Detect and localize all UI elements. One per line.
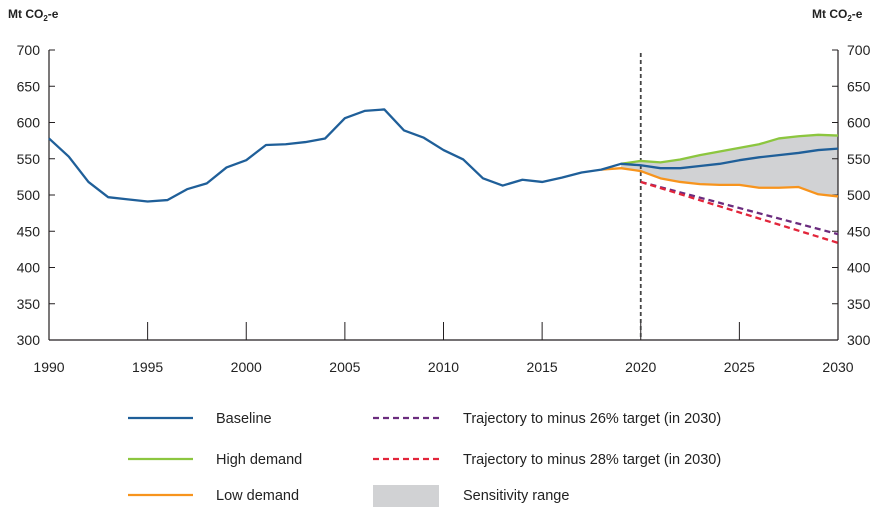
- x-tick-label-2010: 2010: [428, 359, 459, 375]
- x-tick-label-2030: 2030: [822, 359, 853, 375]
- legend-item-low-demand: Low demand: [128, 488, 299, 504]
- legend-item-sensitivity-range: Sensitivity range: [373, 485, 569, 507]
- y-unit-subscript-right: 2: [847, 14, 852, 23]
- y-tick-label-left-700: 700: [17, 42, 41, 58]
- x-tick-label-2020: 2020: [625, 359, 656, 375]
- y-tick-label-right-400: 400: [847, 260, 871, 276]
- y-tick-label-right-650: 650: [847, 78, 871, 94]
- series-line-baseline: [48, 108, 839, 203]
- legend-item-trajectory-to-minus-26-target-in-2030: Trajectory to minus 26% target (in 2030): [373, 411, 721, 427]
- legend-label-trajectory-to-minus-26-target-in-2030: Trajectory to minus 26% target (in 2030): [463, 411, 721, 427]
- y-tick-label-left-650: 650: [17, 78, 41, 94]
- legend-label-sensitivity-range: Sensitivity range: [463, 488, 569, 504]
- y-unit-suffix-left: -e: [48, 7, 59, 21]
- sensitivity-range-band: [621, 134, 838, 197]
- series-line-trajectory-to-minus-28-target-in-2030: [640, 180, 839, 244]
- x-tick-label-2025: 2025: [724, 359, 755, 375]
- y-tick-label-right-450: 450: [847, 223, 871, 239]
- series-layer: [48, 108, 839, 244]
- y-tick-label-right-550: 550: [847, 151, 871, 167]
- legend: Baseline High demand Low demand Trajectory …: [128, 411, 721, 507]
- y-tick-label-left-450: 450: [17, 223, 41, 239]
- svg-text:Mt CO2-e: Mt CO2-e: [812, 7, 863, 23]
- y-tick-label-right-700: 700: [847, 42, 871, 58]
- x-tick-label-2005: 2005: [329, 359, 360, 375]
- series-line-low-demand: [601, 167, 839, 198]
- y-unit-label-right: Mt CO2-e: [812, 7, 863, 23]
- series-line-trajectory-to-minus-26-target-in-2030: [640, 180, 839, 236]
- y-unit-suffix-right: -e: [852, 7, 863, 21]
- x-tick-label-1995: 1995: [132, 359, 163, 375]
- y-unit-subscript-left: 2: [43, 14, 48, 23]
- axes-layer: 300 300 350 350 400 400 450 450 500 500 550 550 600 6…: [17, 42, 871, 375]
- y-tick-label-left-500: 500: [17, 187, 41, 203]
- x-tick-label-2015: 2015: [527, 359, 558, 375]
- legend-swatch-sensitivity-range: [373, 485, 439, 507]
- y-tick-label-right-350: 350: [847, 296, 871, 312]
- y-tick-label-left-300: 300: [17, 332, 41, 348]
- sensitivity-band-layer: [621, 134, 838, 197]
- y-unit-text-left: Mt CO: [8, 7, 43, 21]
- y-tick-label-left-400: 400: [17, 260, 41, 276]
- legend-label-high-demand: High demand: [216, 452, 302, 468]
- legend-label-trajectory-to-minus-28-target-in-2030: Trajectory to minus 28% target (in 2030): [463, 452, 721, 468]
- y-unit-text-right: Mt CO: [812, 7, 847, 21]
- y-tick-label-right-300: 300: [847, 332, 871, 348]
- y-tick-label-right-500: 500: [847, 187, 871, 203]
- legend-label-baseline: Baseline: [216, 411, 272, 427]
- legend-item-trajectory-to-minus-28-target-in-2030: Trajectory to minus 28% target (in 2030): [373, 452, 721, 468]
- x-tick-label-2000: 2000: [231, 359, 262, 375]
- y-tick-label-right-600: 600: [847, 115, 871, 131]
- y-tick-label-left-350: 350: [17, 296, 41, 312]
- y-unit-label-left: Mt CO2-e: [8, 7, 59, 23]
- svg-text:Mt CO2-e: Mt CO2-e: [8, 7, 59, 23]
- y-tick-label-left-600: 600: [17, 115, 41, 131]
- legend-item-baseline: Baseline: [128, 411, 272, 427]
- legend-label-low-demand: Low demand: [216, 488, 299, 504]
- series-line-high-demand: [620, 133, 839, 165]
- legend-item-high-demand: High demand: [128, 452, 302, 468]
- y-tick-label-left-550: 550: [17, 151, 41, 167]
- x-tick-label-1990: 1990: [33, 359, 64, 375]
